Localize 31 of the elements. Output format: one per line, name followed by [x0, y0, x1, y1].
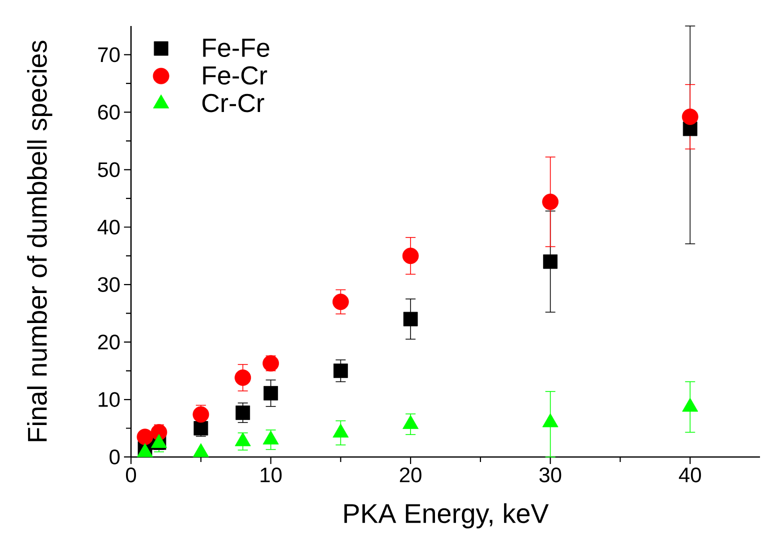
x-tick-label: 40 [678, 468, 701, 482]
point [543, 254, 558, 269]
point [402, 248, 419, 264]
point [264, 386, 278, 400]
point [333, 364, 348, 378]
x-tick-label: 10 [260, 468, 282, 482]
y-tick-label: 60 [98, 104, 120, 120]
point [192, 406, 210, 423]
point [332, 294, 349, 310]
y-tick-label: 50 [98, 162, 120, 178]
x-axis-title: PKA Energy, keV [344, 503, 549, 528]
y-axis-title: Final number of dumbbell species [27, 40, 52, 442]
y-tick-label: 20 [98, 334, 120, 350]
y-tick-label: 30 [98, 277, 120, 292]
point [682, 108, 698, 125]
x-tick-label: 30 [539, 468, 562, 482]
legend-label: Fe-Cr [203, 66, 268, 85]
point [194, 421, 208, 436]
legend-label: Fe-Fe [203, 38, 270, 57]
y-tick-label: 10 [98, 392, 120, 407]
point [403, 312, 418, 326]
x-tick-label: 20 [400, 468, 422, 482]
x-tick-label: 0 [126, 468, 136, 482]
legend-label: Cr-Cr [202, 94, 264, 112]
y-tick-label: 40 [98, 220, 120, 235]
point [234, 369, 252, 386]
point [542, 194, 559, 210]
y-tick-label: 0 [110, 450, 120, 464]
y-tick-label: 70 [98, 47, 120, 62]
point [236, 406, 250, 420]
point [136, 428, 154, 446]
